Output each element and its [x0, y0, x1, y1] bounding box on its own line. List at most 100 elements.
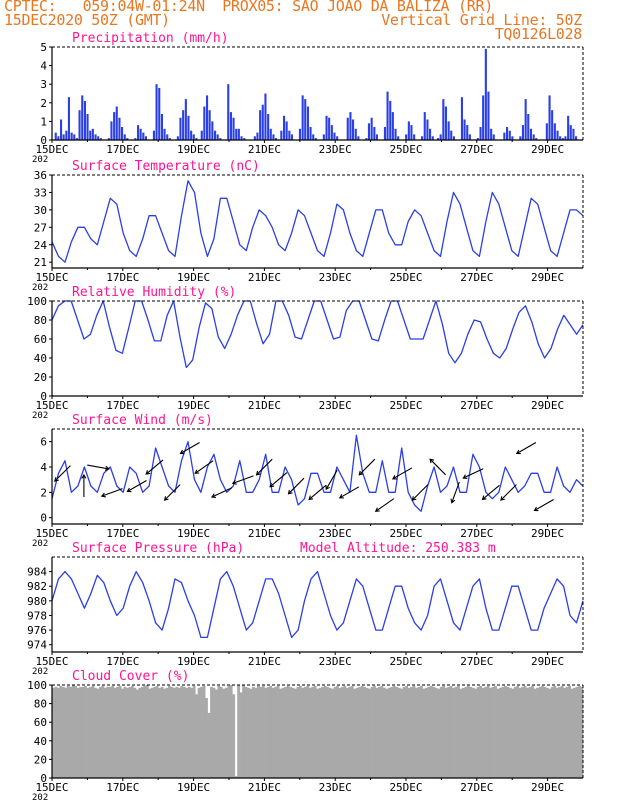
y-tick-label: 36	[34, 169, 47, 182]
x-tick-label: 25DEC	[389, 143, 422, 156]
cloud-bar	[217, 685, 221, 778]
cloud-bar	[296, 686, 300, 778]
precip-bar	[211, 121, 214, 140]
wind-arrow	[429, 458, 446, 476]
x-tick-label: 23DEC	[319, 655, 352, 668]
cloud-bar	[224, 687, 228, 778]
cloud-bar	[103, 687, 107, 778]
cloud-bar	[321, 686, 324, 778]
cloud-bar	[123, 686, 127, 778]
x-tick-label: 23DEC	[319, 143, 352, 156]
precip-bar	[285, 121, 288, 140]
cloud-bar	[71, 685, 75, 778]
x-tick-label: 29DEC	[531, 399, 564, 412]
cloud-bar	[252, 686, 255, 778]
cloud-bar	[101, 685, 105, 778]
precip-bar	[142, 132, 145, 140]
precip-bar	[134, 138, 137, 140]
x-tick-label: 27DEC	[460, 271, 493, 284]
cloud-bar	[462, 687, 465, 778]
x-year-stub: 202	[32, 155, 48, 165]
cloud-bar	[131, 685, 134, 778]
cloud-bar	[227, 685, 231, 778]
cloud-bar	[303, 686, 307, 778]
cloud-bar	[513, 686, 517, 778]
cloud-bar	[489, 687, 492, 778]
x-year-stub: 202	[32, 411, 48, 421]
header-station-line: CPTEC: 059:04W-01:24N PROX05: SAO JOAO D…	[4, 0, 493, 15]
wind-arrow-shaft	[392, 467, 413, 480]
cloud-bar	[424, 687, 428, 778]
x-tick-label: 27DEC	[460, 399, 493, 412]
wind-arrow-shaft	[358, 458, 376, 476]
wind-arrow	[54, 465, 71, 482]
precip-bar	[272, 134, 275, 140]
precip-bar	[375, 134, 378, 140]
cloud-bar	[370, 686, 374, 778]
x-tick-label: 15DEC	[35, 655, 68, 668]
cloud-bar	[550, 686, 554, 778]
y-tick-label: 3	[40, 78, 47, 91]
cloud-bar	[422, 688, 426, 778]
y-tick-label: 100	[27, 295, 47, 308]
wind-arrow	[500, 484, 517, 501]
x-tick-label: 15DEC	[35, 143, 68, 156]
y-tick-label: 30	[34, 204, 47, 217]
precip-bar	[450, 130, 453, 140]
precip-bar	[328, 117, 331, 140]
cloud-bar	[454, 686, 458, 778]
cloud-bar	[405, 685, 408, 778]
precip-bar	[256, 132, 259, 140]
cloud-bar	[402, 686, 406, 778]
cloud-bar	[395, 686, 399, 778]
precip-bar	[264, 93, 267, 140]
y-tick-label: 20	[34, 371, 47, 384]
x-tick-label: 15DEC	[35, 527, 68, 540]
wind-arrow-head	[450, 498, 456, 504]
wind-arrow-shaft	[463, 468, 484, 479]
cloud-bar	[328, 687, 332, 778]
cloud-bar	[368, 688, 371, 778]
header-grid-line: Vertical Grid Line: 50Z	[381, 11, 582, 29]
precip-bar	[370, 117, 373, 140]
wind-arrow	[411, 484, 429, 501]
wind-arrow	[81, 473, 87, 497]
y-tick-label: 33	[34, 186, 47, 199]
cloud-bar	[568, 685, 571, 778]
header-model-id: TQ0126L028	[494, 25, 583, 43]
cloud-bar	[91, 685, 95, 778]
precip-bar	[78, 110, 81, 140]
cloud-bar	[333, 686, 337, 778]
wind-arrow-head	[211, 493, 216, 498]
precip-bar	[118, 117, 121, 140]
precip-bar	[107, 138, 110, 140]
precip-bar	[237, 128, 240, 140]
x-tick-label: 17DEC	[106, 527, 139, 540]
precip-bar	[394, 128, 397, 140]
cloud-bar	[464, 686, 468, 778]
temp-line	[51, 180, 584, 263]
precip-bar	[176, 136, 179, 140]
x-tick-label: 19DEC	[177, 143, 210, 156]
y-tick-label: 21	[34, 256, 47, 269]
precip-bar	[219, 138, 222, 140]
precip-bar	[564, 136, 567, 140]
cloud-bar	[444, 687, 448, 778]
cloud-bar	[434, 687, 438, 778]
y-tick-label: 978	[27, 609, 47, 622]
y-tick-label: 974	[27, 639, 47, 652]
x-tick-label: 21DEC	[248, 271, 281, 284]
x-tick-label: 25DEC	[389, 399, 422, 412]
precip-bar	[81, 95, 84, 140]
precip-bar	[373, 127, 376, 140]
wind-arrow-head	[100, 492, 106, 498]
precip-bar	[367, 123, 370, 140]
x-year-stub: 202	[32, 667, 48, 677]
panel-title: Surface Wind (m/s)	[72, 413, 213, 428]
cloud-bar	[471, 687, 475, 778]
cloud-bar	[202, 685, 206, 778]
precip-bar	[253, 136, 256, 140]
precip-bar	[240, 136, 243, 140]
cloud-bar	[271, 687, 275, 778]
y-tick-label: 4	[40, 461, 47, 474]
